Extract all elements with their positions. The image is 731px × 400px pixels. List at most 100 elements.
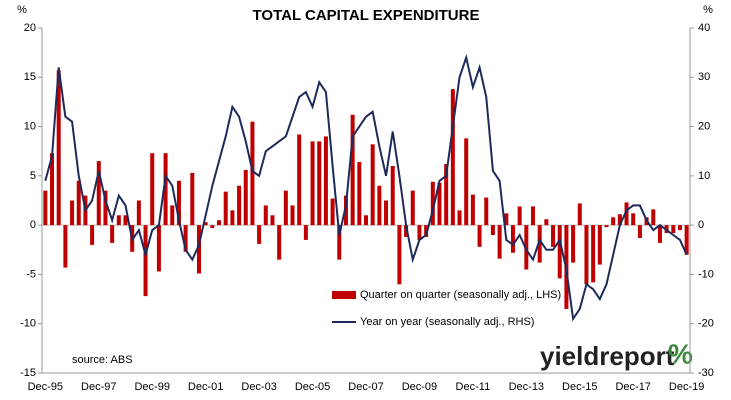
- y2-tick-label: 0: [698, 219, 704, 231]
- bar: [490, 225, 495, 235]
- bar: [257, 225, 262, 244]
- bar: [323, 136, 328, 226]
- bar: [484, 197, 489, 226]
- bar: [457, 210, 462, 226]
- bar: [424, 225, 429, 237]
- bar: [163, 153, 168, 226]
- bar: [183, 225, 188, 252]
- y-tick-label: 15: [24, 71, 36, 83]
- bar: [624, 202, 629, 226]
- bar: [70, 200, 75, 226]
- source-note: source: ABS: [72, 354, 133, 366]
- bar: [263, 205, 268, 226]
- bar: [611, 217, 616, 226]
- bar: [524, 225, 529, 270]
- bar: [537, 225, 542, 263]
- bar: [210, 225, 215, 229]
- bar: [297, 134, 302, 226]
- y2-tick-label: -30: [698, 367, 714, 379]
- y-tick-label: -5: [26, 268, 36, 280]
- x-tick-label: Dec-03: [241, 381, 276, 393]
- bar: [230, 210, 235, 226]
- bar: [531, 206, 536, 226]
- bar: [544, 219, 549, 226]
- bar: [330, 198, 335, 226]
- bar: [470, 194, 475, 226]
- x-tick-label: Dec-97: [81, 381, 116, 393]
- bar: [404, 225, 409, 237]
- bar: [557, 225, 562, 279]
- bar: [363, 215, 369, 226]
- bar: [477, 225, 482, 247]
- y2-tick-label: -10: [698, 268, 714, 280]
- bar: [384, 200, 389, 226]
- bar: [390, 166, 395, 226]
- bar: [450, 89, 455, 226]
- bar: [116, 215, 121, 226]
- bar: [617, 214, 622, 226]
- bar: [270, 215, 275, 226]
- bar: [143, 225, 148, 297]
- bar: [597, 225, 602, 265]
- bar: [277, 225, 282, 260]
- bar: [237, 185, 242, 226]
- bar: [417, 225, 422, 240]
- bar: [90, 225, 95, 245]
- y-tick-label: 5: [30, 170, 36, 182]
- bar: [337, 225, 342, 260]
- bar: [577, 203, 582, 226]
- bar: [377, 185, 382, 226]
- x-tick-label: Dec-13: [509, 381, 544, 393]
- y2-tick-label: 10: [698, 170, 710, 182]
- bar: [571, 225, 576, 263]
- logo-text: yieldreport: [540, 341, 675, 371]
- bar: [190, 172, 195, 226]
- y-tick-label: 0: [30, 219, 36, 231]
- bar: [517, 206, 522, 226]
- bar: [357, 162, 362, 226]
- y2-tick-label: 40: [698, 22, 710, 34]
- bar: [303, 225, 308, 240]
- bar: [410, 190, 415, 226]
- bar: [103, 190, 108, 226]
- bar: [430, 181, 435, 226]
- bar: [170, 205, 175, 226]
- bar: [651, 209, 656, 226]
- bar: [671, 225, 676, 234]
- bar: [510, 225, 515, 253]
- x-tick-label: Dec-19: [669, 381, 704, 393]
- bar: [290, 205, 295, 226]
- y2-tick-label: 30: [698, 71, 710, 83]
- y2-axis-label: %: [703, 4, 713, 16]
- bar: [176, 180, 181, 226]
- bar: [283, 190, 288, 226]
- line: [44, 53, 688, 322]
- bar: [43, 190, 48, 226]
- x-tick-label: Dec-15: [562, 381, 597, 393]
- bar: [250, 121, 255, 226]
- bar: [50, 153, 55, 226]
- bar: [444, 164, 449, 226]
- bar: [631, 213, 636, 226]
- bar: [310, 141, 315, 226]
- x-tick-label: Dec-95: [28, 381, 63, 393]
- bar: [604, 225, 609, 228]
- bar: [684, 225, 689, 255]
- bar: [76, 180, 81, 226]
- bar: [123, 215, 128, 226]
- y2-tick-label: -20: [698, 318, 714, 330]
- logo-percent: %: [668, 338, 693, 369]
- bar: [317, 141, 322, 226]
- x-tick-label: Dec-17: [615, 381, 650, 393]
- legend-swatch: [332, 291, 356, 299]
- x-tick-label: Dec-99: [134, 381, 169, 393]
- bar: [657, 225, 662, 243]
- bar: [397, 225, 402, 285]
- bar: [464, 138, 469, 226]
- bar: [56, 70, 61, 226]
- legend-label: Year on year (seasonally adj., RHS): [360, 316, 534, 328]
- bar: [637, 225, 642, 238]
- bar: [156, 225, 161, 272]
- y-tick-label: -10: [20, 318, 36, 330]
- bar: [223, 191, 228, 226]
